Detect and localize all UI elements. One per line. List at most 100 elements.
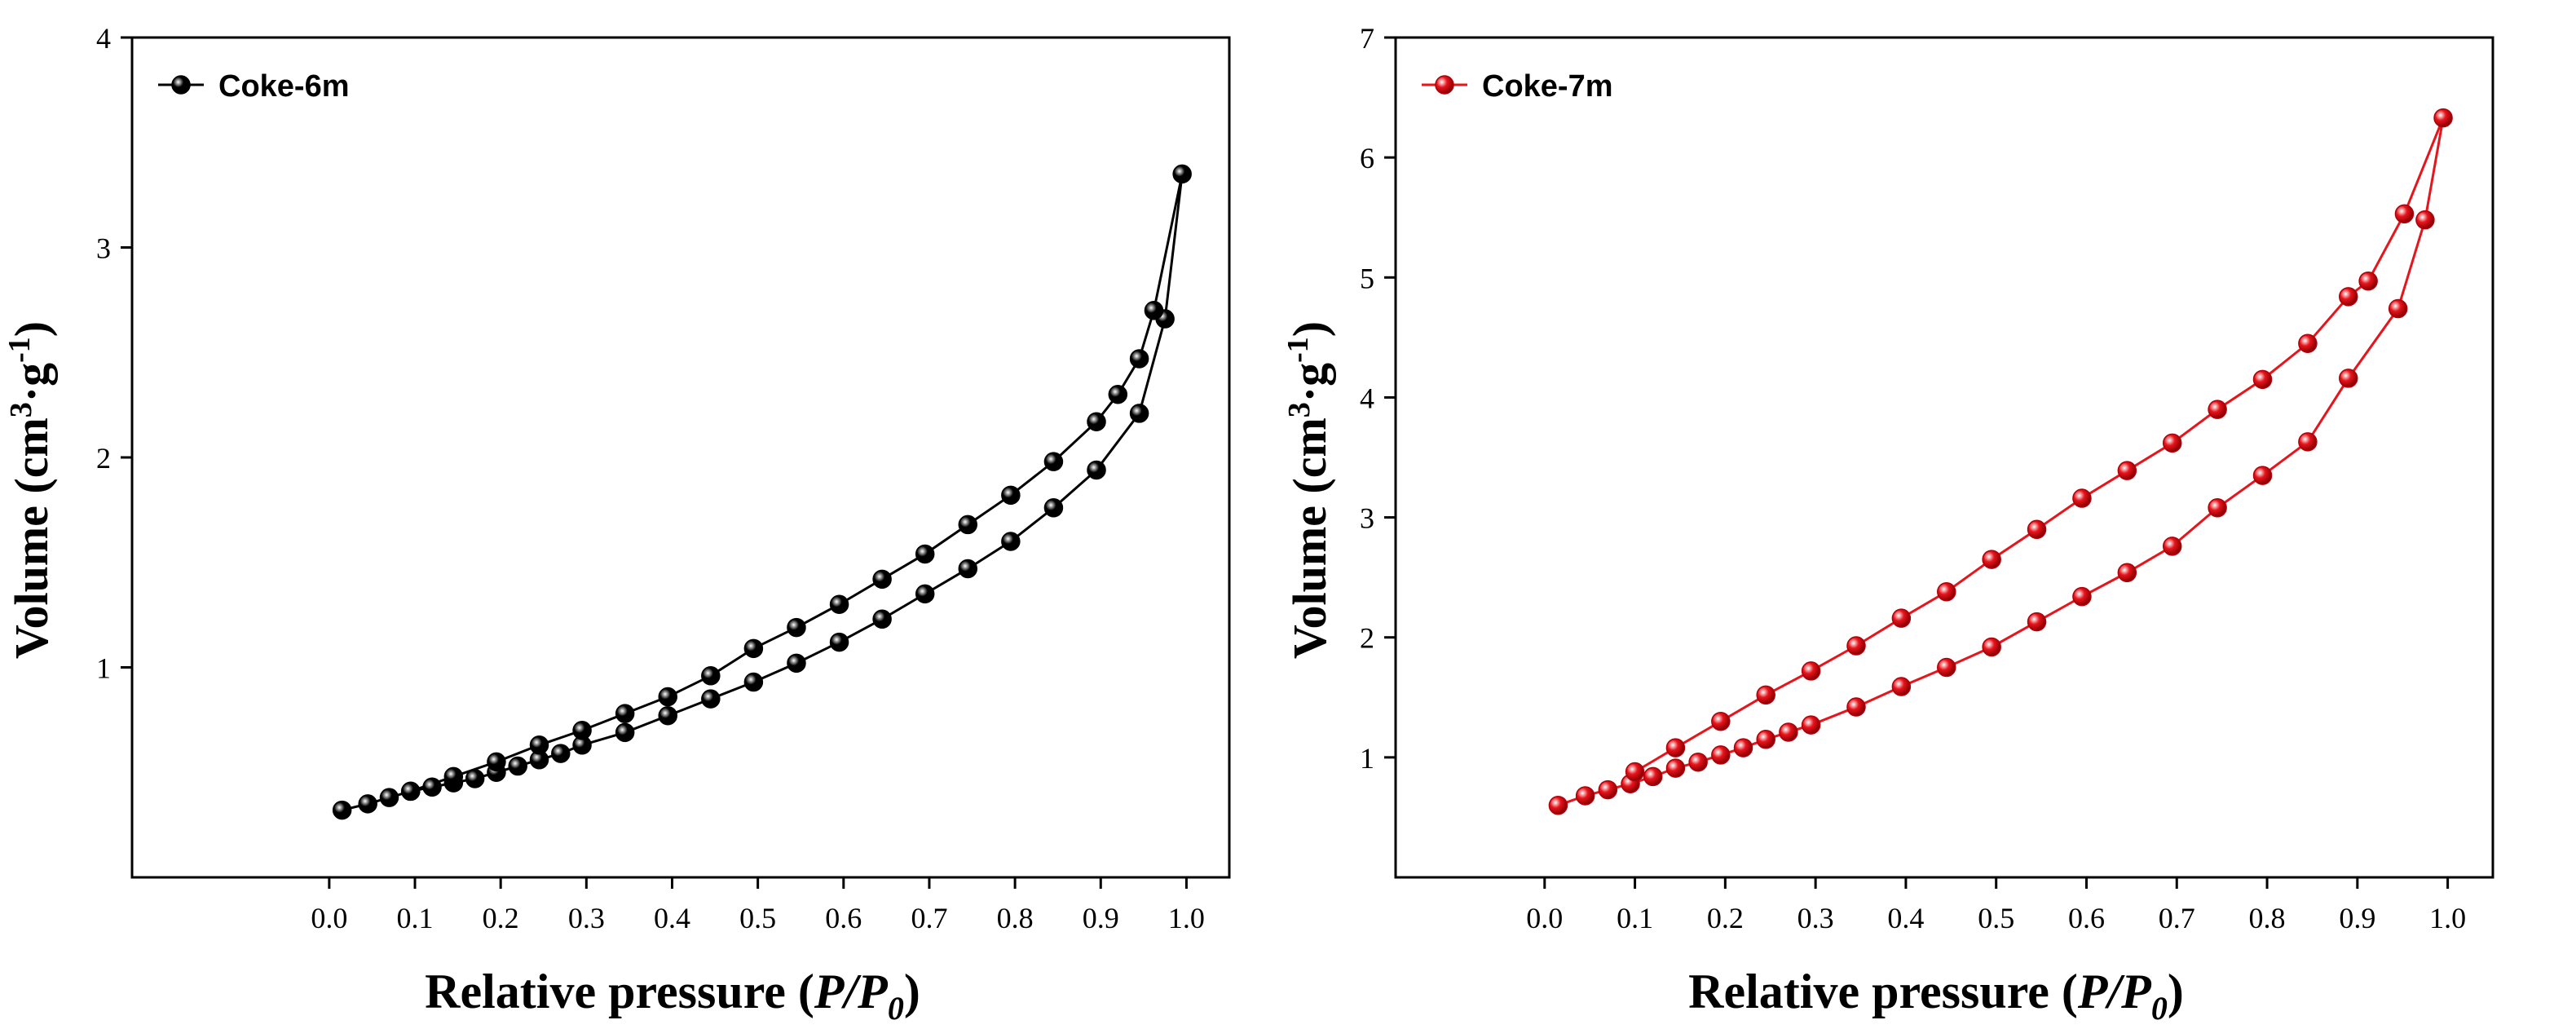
data-point — [2027, 519, 2047, 540]
series-line-Coke-7m — [1557, 117, 2445, 807]
data-point — [1937, 657, 1956, 678]
data-point — [1643, 766, 1663, 787]
x-tick-label: 0.0 — [1526, 902, 1563, 934]
data-point — [872, 609, 892, 629]
data-point — [332, 800, 352, 820]
data-point — [2394, 204, 2415, 224]
x-tick-label: 0.9 — [1083, 902, 1119, 934]
data-point — [1711, 711, 1731, 731]
x-tick-label: 0.1 — [397, 902, 434, 934]
x-tick-label: 0.5 — [1978, 902, 2014, 934]
data-point — [829, 632, 849, 652]
y-tick-label: 5 — [1360, 262, 1374, 294]
y-tick-label: 4 — [1360, 382, 1374, 414]
legend-label: Coke-6m — [218, 69, 350, 104]
data-point — [1756, 685, 1775, 705]
data-point — [1846, 697, 1866, 717]
x-tick-label: 0.0 — [311, 902, 347, 934]
y-tick-label: 3 — [1360, 502, 1374, 535]
legend-label: Coke-7m — [1482, 69, 1613, 104]
x-axis-title: Relative pressure (P/P0) — [1688, 965, 2184, 1027]
data-point — [1548, 795, 1568, 815]
data-point — [1779, 722, 1798, 742]
y-tick-label: 7 — [1360, 22, 1374, 55]
data-point — [1043, 452, 1064, 471]
x-tick-label: 0.6 — [825, 902, 862, 934]
data-point — [1001, 485, 1021, 506]
legend-marker — [1435, 75, 1454, 95]
x-tick-label: 0.4 — [654, 902, 690, 934]
data-point — [1087, 460, 1106, 480]
y-axis-title: Volume (cm3·g-1) — [2, 321, 58, 659]
data-point — [1846, 636, 1866, 656]
plot-frame — [1394, 36, 2494, 879]
data-point — [2338, 287, 2358, 307]
data-point — [915, 544, 935, 564]
data-point — [551, 744, 571, 763]
data-point — [1625, 762, 1645, 782]
data-point — [701, 689, 721, 709]
data-point — [615, 704, 635, 723]
data-point — [701, 666, 721, 686]
data-point — [1982, 550, 2001, 569]
data-point — [829, 594, 849, 614]
data-point — [2358, 271, 2378, 291]
data-point — [2072, 488, 2092, 508]
data-point — [2208, 498, 2227, 518]
y-tick-label: 3 — [96, 232, 111, 265]
data-point — [1688, 752, 1708, 772]
data-point — [958, 559, 978, 579]
data-point — [2338, 369, 2358, 388]
data-point — [1801, 715, 1821, 735]
data-point — [422, 777, 442, 797]
data-point — [2298, 432, 2318, 452]
data-point — [1982, 637, 2001, 657]
data-point — [872, 569, 892, 590]
data-point — [1575, 786, 1595, 806]
data-point — [1108, 385, 1128, 404]
x-tick-label: 0.3 — [568, 902, 605, 934]
x-tick-label: 0.6 — [2068, 902, 2105, 934]
series-line-Coke-6m — [342, 174, 1184, 812]
data-point — [443, 766, 464, 787]
y-tick-label: 1 — [96, 652, 111, 685]
x-tick-label: 0.3 — [1797, 902, 1834, 934]
data-point — [1891, 608, 1912, 628]
data-point — [743, 672, 764, 692]
x-tick-label: 0.4 — [1887, 902, 1924, 934]
data-point — [787, 653, 806, 673]
data-point — [743, 638, 764, 659]
x-tick-label: 0.2 — [483, 902, 519, 934]
data-point — [465, 769, 485, 788]
data-point — [2208, 400, 2227, 419]
data-point — [787, 617, 806, 638]
data-point — [1665, 758, 1686, 778]
data-point — [2415, 210, 2435, 230]
data-point — [2072, 586, 2092, 607]
data-point — [1711, 745, 1731, 765]
data-point — [487, 752, 506, 772]
x-axis-title: Relative pressure (P/P0) — [425, 965, 920, 1027]
data-point — [915, 584, 935, 604]
x-tick-label: 0.1 — [1617, 902, 1653, 934]
data-point — [358, 794, 377, 814]
data-point — [2162, 433, 2182, 453]
chart-panel-right: 0.0 0.1 0.2 0.3 0.4 0.5 0.6 0.7 0.8 0.9 1.0 1 2 3 4 5 6 7… — [1288, 0, 2576, 1029]
data-point — [1937, 582, 1956, 602]
legend-marker — [171, 75, 191, 95]
data-point — [615, 722, 635, 743]
data-point — [1665, 738, 1686, 757]
data-point — [572, 721, 592, 740]
data-point — [958, 514, 978, 535]
isotherm-chart-coke-6m: 0.0 0.1 0.2 0.3 0.4 0.5 0.6 0.7 0.8 0.9 1.0 1 2 3 4 Rel… — [2, 22, 1231, 1027]
data-point — [1598, 779, 1618, 800]
data-point — [658, 705, 677, 726]
data-point — [1001, 532, 1021, 551]
data-point — [1129, 349, 1149, 369]
x-tick-label: 0.5 — [739, 902, 776, 934]
data-point — [1801, 661, 1821, 681]
data-point — [2162, 537, 2182, 556]
data-point — [2117, 563, 2137, 583]
y-tick-label: 2 — [1360, 622, 1374, 655]
x-tick-label: 0.8 — [997, 902, 1034, 934]
